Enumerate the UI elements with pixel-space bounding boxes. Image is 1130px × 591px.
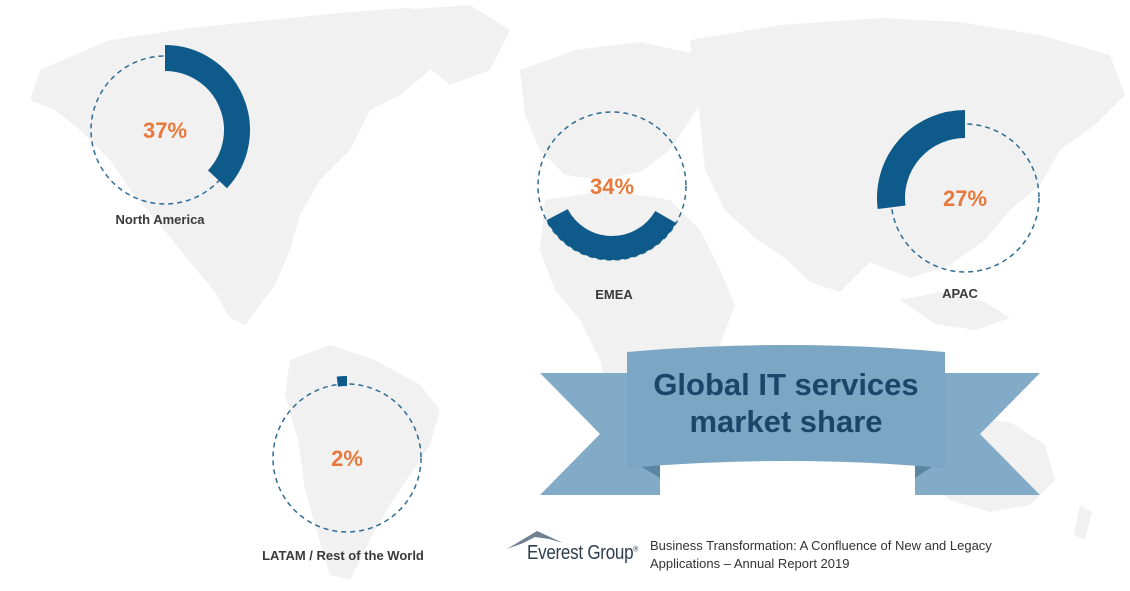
region-label-apac: APAC xyxy=(942,286,978,301)
donut-track-emea xyxy=(537,111,687,261)
donut-chart-latam: 2% LATAM / Rest of the World xyxy=(262,376,424,563)
banner-face xyxy=(627,345,945,468)
map-south-america xyxy=(285,345,440,580)
region-label-latam: LATAM / Rest of the World xyxy=(262,548,424,563)
map-islands xyxy=(900,292,1010,330)
banner-title: Global IT services market share xyxy=(627,366,945,440)
logo-registered-mark: ® xyxy=(633,544,639,554)
donut-chart-north-america: 37% North America xyxy=(90,45,250,227)
donut-arc-latam xyxy=(336,376,348,387)
donut-arc-north-america xyxy=(164,45,250,189)
region-label-emea: EMEA xyxy=(595,287,633,302)
percent-label-latam: 2% xyxy=(331,446,363,471)
map-new-zealand xyxy=(1074,505,1092,540)
donut-chart-apac: 27% APAC xyxy=(877,110,1040,301)
donut-arc-apac xyxy=(877,110,966,210)
map-greenland xyxy=(400,5,510,85)
logo-text: Everest Group® xyxy=(527,542,638,565)
source-caption: Business Transformation: A Confluence of… xyxy=(650,537,1070,573)
banner-title-line1: Global IT services xyxy=(653,367,919,402)
banner-title-line2: market share xyxy=(689,404,883,439)
banner-right-tail xyxy=(915,373,1040,495)
percent-label-emea: 34% xyxy=(590,174,634,199)
donut-track-apac xyxy=(890,123,1040,273)
donut-track-latam xyxy=(272,383,422,533)
source-line2: Applications – Annual Report 2019 xyxy=(650,556,850,571)
percent-label-north-america: 37% xyxy=(143,118,187,143)
everest-group-logo: Everest Group® xyxy=(505,529,645,573)
source-line1: Business Transformation: A Confluence of… xyxy=(650,538,992,553)
donut-arc-emea xyxy=(546,208,677,260)
mountain-logo-icon xyxy=(507,531,563,549)
percent-label-apac: 27% xyxy=(943,186,987,211)
logo-name: Everest Group xyxy=(527,542,634,564)
region-label-north-america: North America xyxy=(115,212,205,227)
donut-chart-emea: 34% EMEA xyxy=(537,111,687,302)
map-europe xyxy=(520,42,710,180)
